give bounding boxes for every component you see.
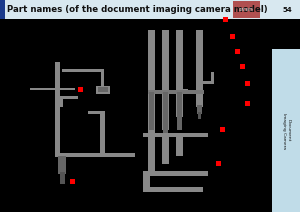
Bar <box>143 171 208 176</box>
Bar <box>223 17 228 22</box>
Bar <box>98 87 108 92</box>
Text: Part names (of the document imaging camera model): Part names (of the document imaging came… <box>7 5 268 14</box>
Bar <box>149 92 154 130</box>
Bar <box>58 156 66 174</box>
Bar <box>220 127 225 132</box>
Bar <box>176 30 183 117</box>
Bar <box>211 72 214 84</box>
Bar <box>88 111 105 114</box>
Bar <box>60 97 63 107</box>
Bar <box>235 49 240 54</box>
Bar <box>176 136 183 156</box>
Bar <box>55 153 135 157</box>
Bar <box>148 136 155 172</box>
Bar <box>196 30 203 107</box>
Bar <box>198 112 201 119</box>
Bar <box>162 136 169 164</box>
Bar <box>55 62 60 157</box>
Bar <box>230 34 235 39</box>
Bar <box>178 122 181 129</box>
Bar <box>162 30 169 130</box>
Bar <box>96 86 110 94</box>
Bar <box>0 0 5 19</box>
Bar <box>150 145 153 152</box>
Bar <box>245 81 250 86</box>
Bar <box>164 135 167 142</box>
Bar <box>143 187 203 192</box>
Bar <box>149 138 154 147</box>
Bar <box>78 87 83 92</box>
Bar <box>143 133 208 137</box>
Bar <box>272 49 300 212</box>
Bar <box>100 112 105 157</box>
Bar <box>60 172 65 184</box>
Bar <box>233 1 260 18</box>
Text: 54: 54 <box>282 7 292 13</box>
Bar <box>163 128 168 137</box>
Text: Document
Imaging Camera: Document Imaging Camera <box>282 113 290 149</box>
Bar <box>216 161 221 166</box>
Bar <box>177 92 182 130</box>
Bar <box>30 88 75 90</box>
Bar <box>163 92 168 130</box>
Bar <box>196 81 214 84</box>
Bar <box>177 115 182 124</box>
Bar <box>60 96 78 99</box>
Bar <box>148 90 204 94</box>
Bar <box>245 101 250 106</box>
Bar <box>148 30 155 140</box>
Bar <box>0 0 300 19</box>
Bar <box>197 105 202 114</box>
Bar <box>176 89 188 92</box>
Bar <box>143 175 150 192</box>
Text: CONTENTS: CONTENTS <box>239 8 254 11</box>
Bar <box>240 64 245 69</box>
Bar <box>62 69 104 72</box>
Bar <box>101 69 104 87</box>
Bar <box>70 179 75 184</box>
